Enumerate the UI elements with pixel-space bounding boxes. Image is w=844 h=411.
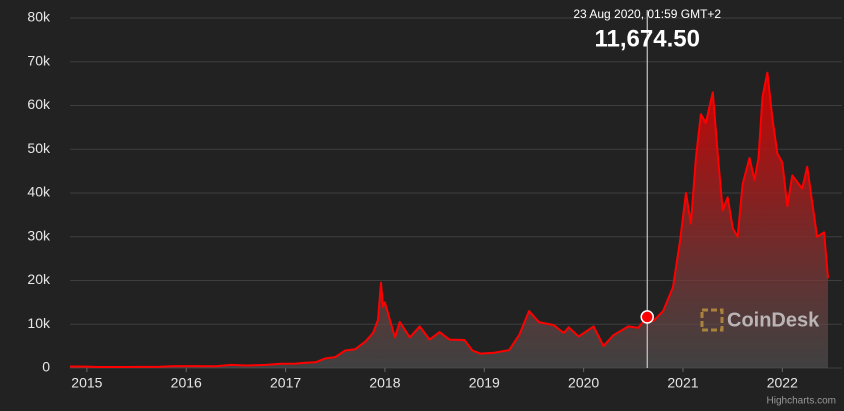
y-tick-label: 50k — [27, 140, 51, 156]
price-line — [69, 71, 829, 368]
y-tick-label: 70k — [27, 52, 51, 68]
y-tick-label: 30k — [27, 227, 51, 243]
area — [70, 72, 829, 368]
x-tick-label: 2016 — [171, 375, 202, 391]
credits[interactable]: Highcharts.com — [767, 396, 836, 407]
x-tick-label: 2022 — [767, 375, 798, 391]
y-tick-label: 20k — [27, 271, 51, 287]
y-tick-label: 80k — [27, 9, 51, 25]
x-tick-label: 2018 — [369, 375, 400, 391]
x-tick-label: 2019 — [469, 375, 500, 391]
watermark-logo: CoinDesk — [700, 308, 820, 332]
tooltip-value: 11,674.50 — [594, 25, 699, 52]
hover-marker — [640, 310, 654, 324]
y-tick-label: 40k — [27, 184, 51, 200]
x-tick-label: 2021 — [667, 375, 698, 391]
y-tick-label: 10k — [27, 315, 51, 331]
y-tick-label: 60k — [27, 96, 51, 112]
y-tick-label: 0 — [42, 359, 50, 375]
x-tick-label: 2017 — [270, 375, 301, 391]
x-tick-label: 2020 — [568, 375, 599, 391]
x-tick-label: 2015 — [71, 375, 102, 391]
watermark: CoinDesk — [727, 309, 820, 331]
tooltip-date: 23 Aug 2020, 01:59 GMT+2 — [573, 7, 721, 21]
